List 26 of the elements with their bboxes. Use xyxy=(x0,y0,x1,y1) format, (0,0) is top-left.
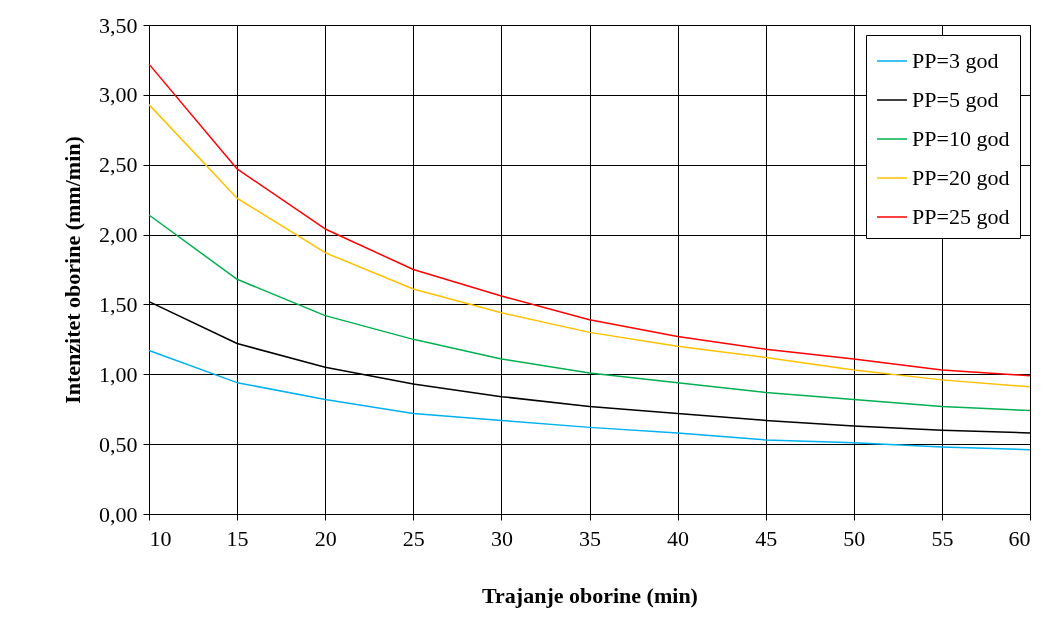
y-tick-label: 1,00 xyxy=(99,361,138,387)
legend-label: PP=25 god xyxy=(912,204,1010,229)
x-tick-label: 35 xyxy=(579,525,601,551)
x-tick-label: 10 xyxy=(149,525,172,551)
x-tick-label: 40 xyxy=(667,525,690,551)
x-tick-label: 15 xyxy=(226,525,249,551)
x-axis-title: Trajanje oborine (min) xyxy=(482,582,698,608)
x-tick-label: 30 xyxy=(490,525,513,551)
x-tick-label: 50 xyxy=(843,525,866,551)
y-tick-label: 3,00 xyxy=(99,82,138,108)
y-tick-label: 1,50 xyxy=(99,291,138,317)
x-tick-label: 20 xyxy=(314,525,337,551)
y-tick-label: 0,50 xyxy=(99,431,138,457)
x-tick-label: 45 xyxy=(755,525,778,551)
x-tick-label: 60 xyxy=(1008,525,1031,551)
y-tick-label: 3,50 xyxy=(99,12,138,38)
y-axis-title: Intenzitet oborine (mm/min) xyxy=(60,136,85,404)
legend-label: PP=10 god xyxy=(912,126,1010,151)
y-tick-label: 0,00 xyxy=(99,501,138,527)
x-tick-label: 55 xyxy=(931,525,954,551)
y-tick-label: 2,50 xyxy=(99,152,138,178)
x-tick-label: 25 xyxy=(402,525,425,551)
legend-label: PP=20 god xyxy=(912,165,1010,190)
legend-label: PP=3 god xyxy=(912,48,999,73)
y-tick-label: 2,00 xyxy=(99,222,138,248)
legend-label: PP=5 god xyxy=(912,87,999,112)
